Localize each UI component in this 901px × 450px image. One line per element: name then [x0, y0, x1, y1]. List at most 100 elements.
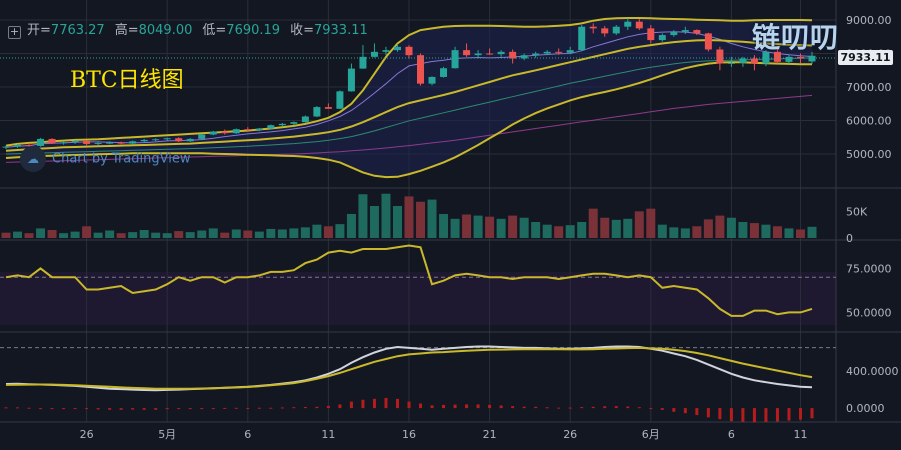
pane-dividers [0, 0, 901, 423]
last-price-tag: 7933.11 [838, 50, 893, 65]
candle-body [209, 131, 217, 135]
volume-bar [565, 225, 575, 238]
macd-histogram-bar [580, 407, 584, 409]
volume-bar [439, 214, 449, 238]
macd-histogram-bar [430, 405, 434, 409]
candle-body [750, 58, 758, 64]
macd-histogram-bar [476, 404, 480, 409]
candle-body [129, 141, 137, 144]
candle-body [624, 21, 632, 27]
candle-body [578, 26, 586, 51]
time-tick-label: 21 [483, 428, 497, 441]
macd-histogram-bar [637, 407, 641, 409]
bollinger-fill [6, 18, 812, 178]
bollinger-band-fill [6, 18, 812, 178]
price-tick-label: 7000.00 [846, 81, 892, 94]
macd-histogram-bar [73, 408, 77, 410]
time-axis[interactable]: 26 5月 6 11 16 21 26 6月 6 11 [80, 428, 808, 441]
open-label: 开 [27, 23, 41, 38]
macd-histogram-bar [165, 408, 169, 410]
macd-histogram-bar [303, 406, 307, 409]
candle-body [393, 46, 401, 51]
candle-body [773, 51, 781, 62]
volume-bar [726, 217, 736, 238]
volume-bar [128, 232, 138, 238]
macd-histogram-bar [511, 406, 515, 409]
macd-histogram-bar [142, 408, 146, 410]
volume-bar [70, 231, 80, 238]
candle-body [417, 55, 425, 84]
volume-bar [508, 215, 518, 238]
candlesticks[interactable] [2, 18, 816, 149]
volume-bar [369, 206, 379, 238]
volume-tick-label: 50K [846, 205, 868, 218]
candle-body [739, 58, 747, 63]
macd-histogram-bar [545, 407, 549, 409]
collapse-icon[interactable]: + [8, 25, 21, 39]
candle-body [520, 55, 528, 59]
candle-body [37, 138, 45, 146]
rsi-pane [0, 244, 836, 349]
candle-body [566, 50, 574, 53]
candle-body [405, 46, 413, 56]
macd-histogram-bar [108, 408, 112, 410]
volume-bar [13, 231, 23, 238]
time-tick-label: 16 [402, 428, 416, 441]
volume-bar [669, 227, 679, 238]
candle-body [71, 140, 79, 143]
macd-histogram-bar [488, 404, 492, 409]
volume-bar [680, 228, 690, 238]
macd-tick-label: 400.0000 [846, 365, 899, 378]
watermark-text: Chart by TradingView [52, 151, 191, 167]
volume-bar [139, 230, 149, 238]
time-tick-label: 26 [80, 428, 94, 441]
volume-bar [289, 228, 299, 238]
macd-histogram-bar [695, 408, 699, 416]
macd-histogram-bar [603, 406, 607, 409]
rsi-line [5, 244, 813, 317]
volume-bar [485, 216, 495, 238]
candle-body [255, 128, 263, 130]
volume-bar [47, 230, 57, 238]
macd-histogram-bar [384, 397, 388, 409]
candle-body [301, 116, 309, 123]
chart-title: BTC日线图 [70, 68, 184, 93]
candle-body [232, 129, 240, 134]
volume-bar [208, 228, 218, 238]
candle-body [106, 142, 114, 144]
candle-body [347, 68, 355, 92]
macd-histogram-bar [718, 408, 722, 420]
candle-body [670, 31, 678, 36]
volume-bar [496, 218, 506, 238]
macd-histogram-bar [50, 408, 54, 410]
candle-body [796, 56, 804, 59]
tradingview-watermark[interactable]: ☁ Chart by TradingView [20, 146, 190, 172]
price-axis[interactable]: 9000.008000.007000.006000.005000.0050K07… [846, 14, 899, 415]
volume-bar [243, 230, 253, 238]
macd-histogram-bar [453, 404, 457, 409]
volume-bar [531, 222, 541, 238]
candle-body [359, 56, 367, 69]
close-label: 收 [290, 23, 304, 38]
macd-histogram-bar [188, 408, 192, 410]
macd-histogram-bar [775, 408, 779, 422]
volume-bar [162, 233, 172, 238]
candle-body [152, 139, 160, 141]
macd-signal-line [5, 346, 813, 390]
macd-histogram-bar [27, 407, 31, 409]
macd-histogram-bar [315, 406, 319, 409]
volume-bar [600, 217, 610, 238]
candle-body [2, 146, 10, 148]
macd-histogram-bar [96, 408, 100, 410]
ma-line-0 [5, 31, 813, 148]
candle-body [83, 140, 91, 144]
macd-histogram-bar [211, 408, 215, 410]
candle-body [555, 51, 563, 53]
macd-histogram-bar [349, 401, 353, 409]
macd-histogram-bar [810, 408, 814, 419]
candle-body [14, 144, 22, 147]
volume-bar [392, 206, 402, 238]
time-tick-label: 26 [563, 428, 577, 441]
volume-bar [542, 224, 552, 238]
